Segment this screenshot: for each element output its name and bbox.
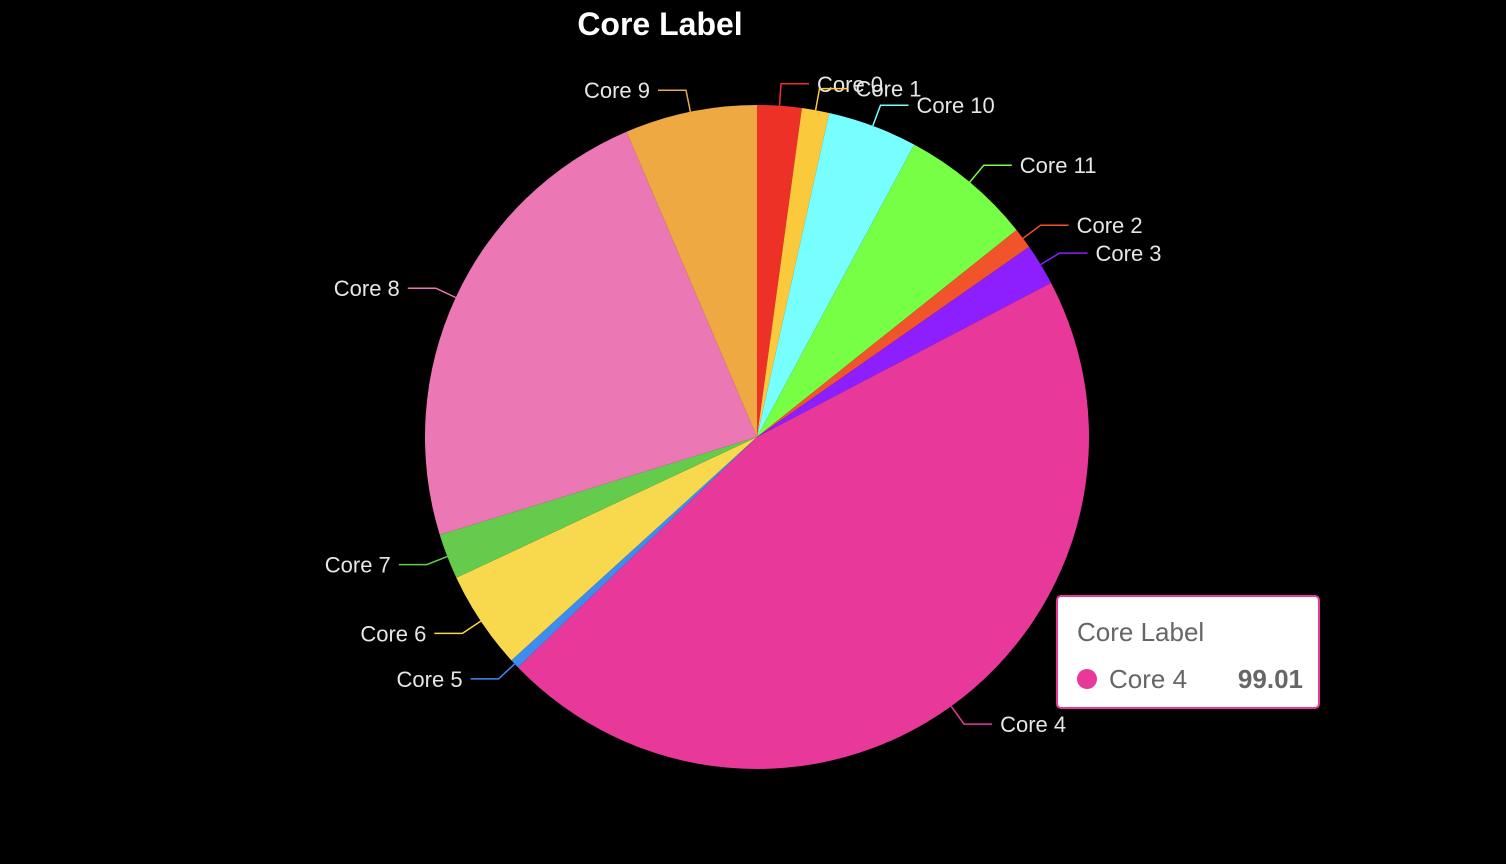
tooltip-color-dot [1077, 669, 1097, 689]
leader-line-core-3 [1040, 252, 1088, 266]
leader-line-core-9 [658, 89, 692, 112]
leader-line-core-6 [434, 620, 482, 635]
pie-slice-core-0[interactable] [757, 105, 802, 437]
leader-line-core-4 [950, 705, 993, 725]
leader-line-core-5 [470, 663, 516, 680]
pie-slice-core-1[interactable] [757, 108, 830, 438]
tooltip-series-name: Core 4 [1109, 664, 1188, 694]
pie-slice-core-2[interactable] [757, 229, 1030, 437]
tooltip-title: Core Label [1077, 617, 1205, 647]
slice-label-core-5: Core 5 [397, 667, 463, 692]
slice-label-core-4: Core 4 [1000, 712, 1066, 737]
pie-slice-core-8[interactable] [424, 131, 757, 535]
pie-slices [424, 105, 1089, 769]
leader-line-core-10 [872, 104, 909, 127]
pie-slice-core-5[interactable] [511, 437, 757, 668]
slice-label-core-1: Core 1 [856, 77, 922, 102]
pie-slice-core-11[interactable] [757, 144, 1017, 437]
slice-label-core-0: Core 0 [817, 72, 883, 97]
pie-slice-core-9[interactable] [626, 105, 757, 437]
tooltip-value: 99.01 [1237, 664, 1303, 694]
pie-slice-core-3[interactable] [757, 246, 1052, 437]
leader-line-core-11 [969, 164, 1012, 183]
tooltip-row: Core 4 99.01 [1077, 664, 1303, 694]
pie-slice-core-4[interactable] [517, 282, 1089, 769]
slice-label-core-3: Core 3 [1096, 241, 1162, 266]
chart-title: Core Label [577, 6, 742, 42]
pie-slice-core-6[interactable] [456, 437, 757, 661]
slice-label-core-9: Core 9 [584, 78, 650, 103]
slice-label-core-2: Core 2 [1077, 213, 1143, 238]
slice-label-core-6: Core 6 [360, 621, 426, 646]
leader-line-core-7 [398, 555, 448, 566]
leader-line-core-2 [1022, 224, 1069, 239]
slice-label-core-10: Core 10 [917, 93, 995, 118]
pie-slice-core-10[interactable] [757, 112, 915, 437]
slice-label-core-8: Core 8 [334, 276, 400, 301]
leader-line-core-8 [407, 287, 457, 299]
leader-line-core-0 [778, 83, 809, 106]
leader-line-core-1 [814, 87, 848, 111]
tooltip: Core Label Core 4 99.01 [1056, 595, 1320, 709]
pie-slice-core-7[interactable] [439, 437, 757, 578]
slice-label-core-11: Core 11 [1020, 153, 1097, 178]
slice-label-core-7: Core 7 [325, 553, 391, 578]
